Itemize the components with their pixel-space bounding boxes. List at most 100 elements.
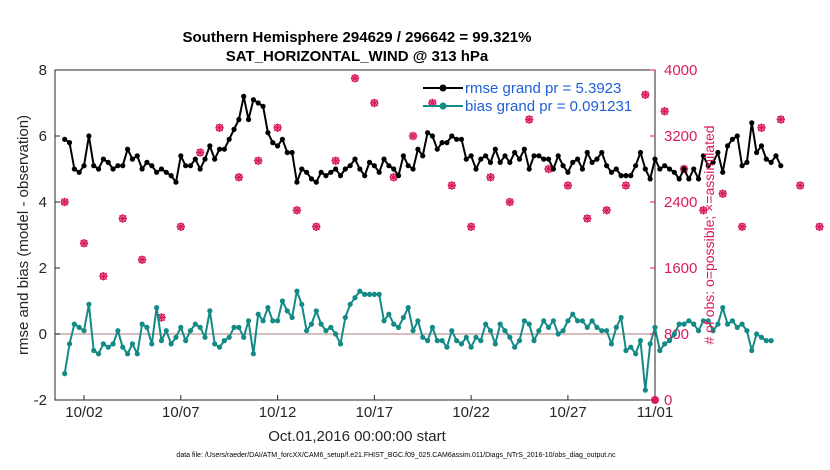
rmse-point <box>478 156 484 162</box>
obs-assimilated-marker <box>447 181 456 190</box>
x-axis-ticks: 10/02 10/07 10/12 10/17 10/22 10/27 11/01 <box>65 395 673 421</box>
right-y-tick-label: 2400 <box>664 194 697 211</box>
rmse-point <box>768 159 774 165</box>
bias-point <box>570 311 576 317</box>
rmse-point <box>662 163 668 169</box>
bias-point <box>671 331 677 337</box>
rmse-point <box>241 93 247 99</box>
rmse-point <box>192 156 198 162</box>
left-y-tick-label: 6 <box>39 128 47 145</box>
bias-point <box>66 341 73 347</box>
bias-point <box>497 321 503 327</box>
bias-point <box>173 334 179 340</box>
bias-point <box>545 324 552 330</box>
rmse-point <box>463 156 469 162</box>
bias-point <box>299 301 305 307</box>
bias-point <box>76 324 82 330</box>
bias-point <box>758 334 765 340</box>
bias-point <box>724 321 731 327</box>
bias-point <box>487 328 494 334</box>
rmse-point <box>308 176 315 182</box>
bias-point <box>647 341 653 347</box>
bias-point <box>560 328 566 334</box>
bias-point <box>202 334 208 340</box>
bias-point <box>763 338 769 344</box>
bias-point <box>584 324 590 330</box>
bias-point <box>662 341 668 347</box>
bias-point <box>212 341 218 347</box>
rmse-point <box>202 156 208 162</box>
bias-point <box>274 318 281 324</box>
bias-point <box>594 324 600 330</box>
bias-point <box>313 308 319 314</box>
rmse-point <box>86 133 92 139</box>
obs-assimilated-marker <box>737 222 747 231</box>
obs-assimilated-marker <box>815 222 824 231</box>
bias-point <box>666 338 673 344</box>
rmse-point <box>115 163 121 169</box>
rmse-point <box>483 153 489 159</box>
rmse-point <box>507 159 513 165</box>
rmse-point <box>734 133 740 139</box>
bias-point <box>279 298 286 304</box>
bias-point <box>144 324 150 330</box>
rmse-point <box>129 156 136 162</box>
left-y-tick-label: -2 <box>34 392 47 409</box>
bias-point <box>120 344 126 350</box>
bias-point <box>415 318 421 324</box>
bias-point <box>710 328 716 334</box>
rmse-point <box>657 166 663 172</box>
rmse-point <box>700 153 706 159</box>
rmse-point <box>66 140 73 146</box>
bias-point <box>129 341 136 347</box>
bias-point <box>473 334 479 340</box>
legend-bias-marker <box>439 102 447 110</box>
bias-point <box>105 344 111 350</box>
bias-point <box>342 314 348 321</box>
legend: rmse grand pr = 5.3923 bias grand pr = 0… <box>423 80 632 115</box>
bias-point <box>444 344 450 350</box>
bias-point <box>608 341 615 347</box>
rmse-point <box>468 153 474 159</box>
bias-point <box>304 328 310 334</box>
bias-point <box>541 318 547 324</box>
bias-point <box>579 318 586 324</box>
obs-assimilated-marker <box>79 239 89 248</box>
obs-assimilated-marker <box>312 222 321 231</box>
bias-point <box>236 324 242 330</box>
bias-point <box>512 344 518 350</box>
bias-point <box>381 318 387 324</box>
rmse-point <box>187 163 194 169</box>
rmse-point <box>357 166 363 172</box>
bias-point <box>376 291 382 297</box>
obs-assimilated-marker <box>563 181 573 190</box>
rmse-point <box>313 179 319 185</box>
rmse-point <box>139 166 145 172</box>
bias-point <box>691 321 697 327</box>
obs-assimilated-marker <box>757 123 766 132</box>
x-tick-label: 10/17 <box>356 404 394 421</box>
rmse-point <box>599 149 605 156</box>
bias-point <box>260 318 266 324</box>
bias-point <box>420 334 426 340</box>
bias-series <box>62 288 774 393</box>
bias-point <box>294 288 300 294</box>
rmse-point <box>386 163 392 169</box>
bias-point <box>754 331 760 337</box>
obs-assimilated-marker <box>544 164 553 174</box>
rmse-point <box>536 153 542 159</box>
rmse-point <box>545 156 552 162</box>
bias-point <box>154 305 160 311</box>
rmse-point <box>328 169 334 175</box>
rmse-point <box>676 176 682 182</box>
rmse-point <box>705 163 711 169</box>
bias-point <box>400 314 406 321</box>
right-y-axis-label: # of obs: o=possible; ×=assimilated <box>701 125 717 344</box>
rmse-point <box>691 166 697 172</box>
rmse-point <box>623 173 629 179</box>
bias-point <box>642 387 648 393</box>
bias-point <box>516 338 523 344</box>
legend-rmse-marker <box>439 84 447 92</box>
rmse-point <box>487 159 494 165</box>
